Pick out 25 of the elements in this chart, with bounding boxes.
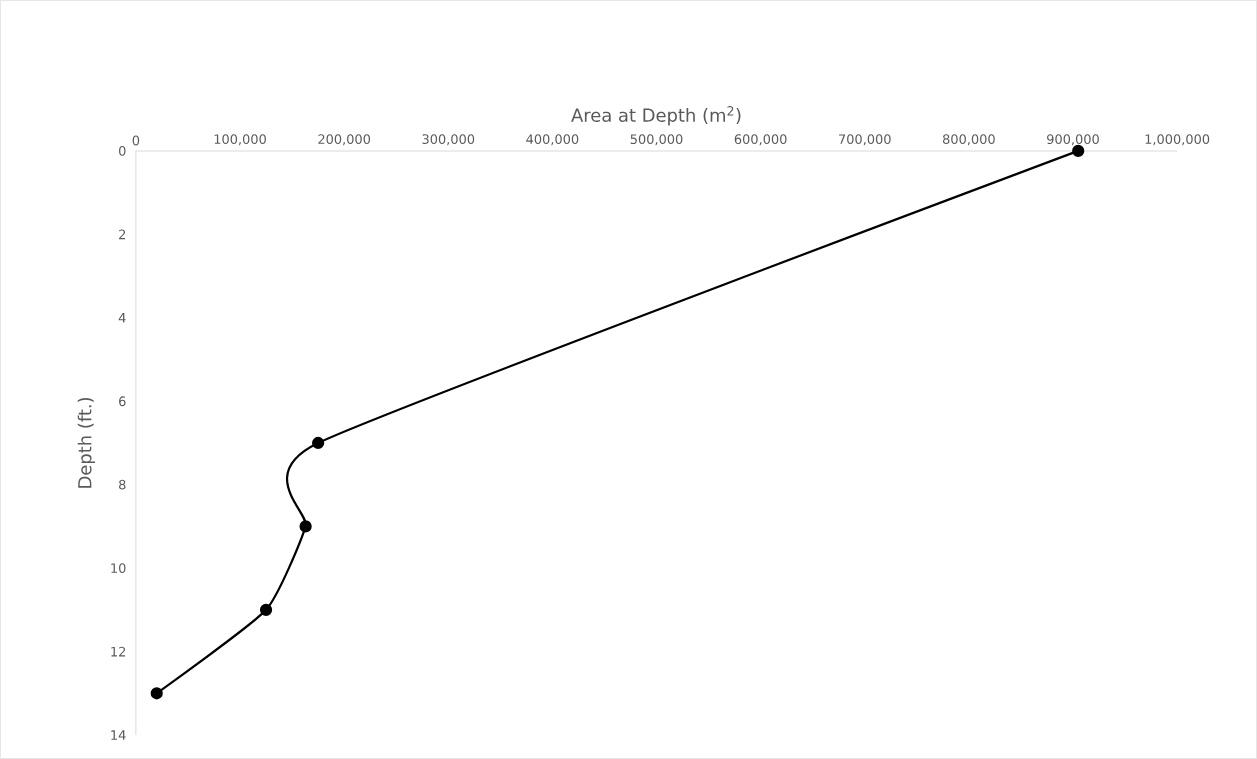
y-tick-label: 4 (118, 313, 126, 323)
x-tick-label: 100,000 (214, 134, 266, 146)
x-tick-label: 600,000 (734, 134, 787, 146)
x-tick-label: 800,000 (942, 134, 995, 146)
y-tick-label: 0 (119, 146, 126, 156)
y-tick-label: 12 (111, 646, 126, 657)
point (312, 436, 325, 450)
x-tick-label: 200,000 (318, 134, 371, 146)
x-axis-title: Area at Depth (m$^{2}$) (571, 106, 741, 126)
y-tick-label: 10 (111, 563, 126, 574)
x-tick-label: 300,000 (422, 134, 475, 146)
x-tick-label: 900,000 (1047, 134, 1099, 146)
y-axis-title: Depth (ft.) (77, 398, 96, 488)
y-tick-label: 2 (119, 229, 126, 240)
x-tick-label: 1,000,000 (1145, 134, 1210, 146)
point (150, 687, 163, 700)
x-tick-label: 0 (132, 135, 140, 146)
x-tick-label: 700,000 (839, 134, 891, 146)
point (259, 603, 273, 616)
x-tick-label: 400,000 (526, 134, 579, 146)
y-tick-label: 14 (111, 730, 126, 740)
x-tick-label: 500,000 (630, 134, 683, 146)
y-tick-label: 8 (119, 479, 126, 490)
y-tick-label: 6 (119, 396, 126, 407)
point (299, 520, 312, 533)
